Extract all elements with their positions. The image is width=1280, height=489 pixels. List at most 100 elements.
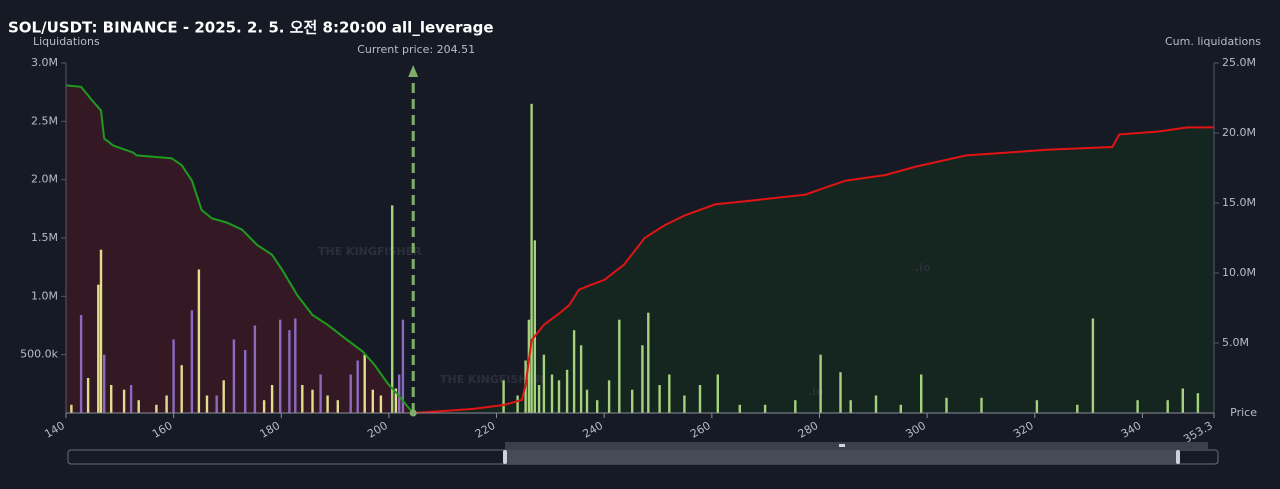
bar xyxy=(279,319,282,413)
chart-title: SOL/USDT: BINANCE - 2025. 2. 5. 오전 8:20:… xyxy=(8,19,494,37)
bar xyxy=(533,240,536,413)
bar xyxy=(363,354,366,413)
bar xyxy=(129,385,133,413)
scrollbar-thumb[interactable] xyxy=(505,450,1178,464)
bar xyxy=(1076,404,1079,413)
bar xyxy=(716,374,719,413)
bar xyxy=(516,395,519,413)
bar xyxy=(165,395,168,413)
bar xyxy=(205,395,209,413)
bar xyxy=(391,205,394,413)
bar xyxy=(565,369,569,413)
bar xyxy=(190,310,194,413)
bar xyxy=(794,400,797,413)
scrollbar[interactable] xyxy=(67,442,1219,465)
bar xyxy=(849,400,852,413)
bar xyxy=(839,372,842,413)
bar xyxy=(288,330,291,413)
bar xyxy=(394,388,398,413)
bar xyxy=(122,389,126,413)
bar xyxy=(155,404,158,413)
bar xyxy=(294,318,297,413)
bar xyxy=(180,365,183,413)
bar xyxy=(1136,400,1139,413)
bar xyxy=(631,389,634,413)
bar xyxy=(596,400,599,413)
bar xyxy=(668,374,671,413)
watermark-group: THE KINGFISHER .io THE KINGFISHER .io xyxy=(318,245,931,398)
bar xyxy=(698,385,702,413)
bar xyxy=(1166,400,1169,413)
current-price-label: Current price: 204.51 xyxy=(357,43,475,56)
bar xyxy=(222,380,225,413)
y-tick-label: 500.0k xyxy=(20,348,58,361)
current-price-dot xyxy=(409,409,417,417)
y2-tick-label: 25.0M xyxy=(1222,56,1256,69)
bar xyxy=(1035,400,1039,413)
y2-tick-label: 5.0M xyxy=(1222,336,1249,349)
bar xyxy=(356,360,359,413)
bar xyxy=(97,284,100,413)
bar xyxy=(103,354,106,413)
bar xyxy=(572,330,576,413)
bar xyxy=(371,389,374,413)
bar xyxy=(618,319,621,413)
x-axis-label: Price xyxy=(1230,406,1257,419)
bar xyxy=(86,378,90,413)
bar xyxy=(244,350,247,413)
y2-tick-label: 10.0M xyxy=(1222,266,1256,279)
bar xyxy=(607,380,611,413)
bar xyxy=(542,354,546,413)
area xyxy=(413,127,1214,414)
bar xyxy=(1091,318,1095,413)
bar xyxy=(398,374,401,413)
bar xyxy=(530,103,533,414)
scrollbar-track-top xyxy=(505,442,1208,449)
watermark: THE KINGFISHER xyxy=(440,373,544,386)
bar xyxy=(215,395,218,413)
y2-axis-label: Cum. liquidations xyxy=(1165,35,1261,48)
bar xyxy=(379,395,383,413)
scrollbar-handle[interactable] xyxy=(1176,450,1180,464)
bar xyxy=(137,400,140,413)
bar xyxy=(349,374,352,413)
bar xyxy=(647,312,650,413)
bar xyxy=(899,404,902,413)
watermark-suffix: .io xyxy=(915,261,931,274)
y-tick-label: 2.0M xyxy=(31,173,58,186)
bar xyxy=(945,397,948,413)
bar xyxy=(683,395,686,413)
bar xyxy=(550,374,554,413)
bar xyxy=(99,249,103,413)
bar xyxy=(401,319,405,413)
bar xyxy=(819,354,822,413)
bar xyxy=(579,345,583,413)
scrollbar-grip xyxy=(839,444,845,447)
bar xyxy=(270,385,274,413)
bar xyxy=(110,385,113,413)
bar xyxy=(79,315,83,413)
y-axis-label: Liquidations xyxy=(33,35,100,48)
area xyxy=(66,85,414,414)
bar xyxy=(336,400,339,413)
bar xyxy=(980,397,983,413)
current-price-arrow xyxy=(408,65,419,77)
bar xyxy=(738,404,741,413)
bar xyxy=(311,389,314,413)
bar xyxy=(70,404,73,413)
bar xyxy=(172,339,175,413)
cumulative-line xyxy=(413,126,1214,414)
scrollbar-handle[interactable] xyxy=(503,450,507,464)
y2-tick-label: 15.0M xyxy=(1222,196,1256,209)
y-tick-label: 1.0M xyxy=(31,289,58,302)
bar xyxy=(262,400,266,413)
bar xyxy=(232,339,236,413)
y-tick-label: 3.0M xyxy=(31,56,58,69)
bar xyxy=(1196,393,1200,413)
bar xyxy=(537,385,541,413)
bar xyxy=(1181,388,1184,413)
bar xyxy=(319,374,322,413)
bar xyxy=(874,395,878,413)
bar xyxy=(253,325,257,413)
